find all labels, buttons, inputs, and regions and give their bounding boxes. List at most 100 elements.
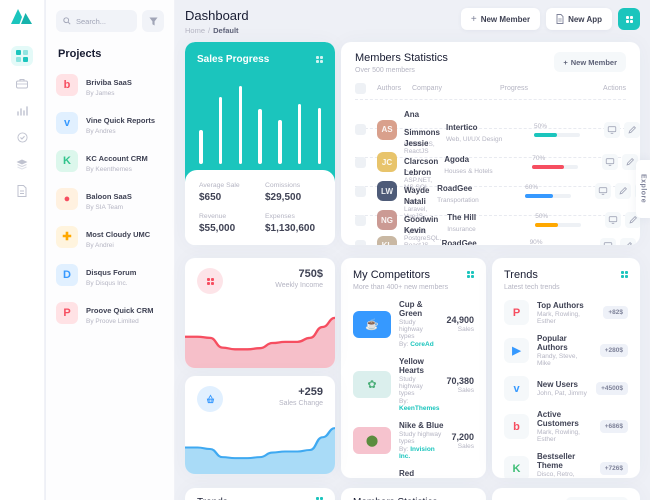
view-button[interactable] [599, 237, 616, 245]
app-logo[interactable] [10, 8, 34, 30]
bottom-right-button[interactable] [566, 497, 628, 500]
rail-item-layers[interactable] [11, 154, 33, 174]
members-title: Members Statistics [355, 52, 448, 64]
competitor-item[interactable]: ⬤ Nike & Blue Study highway types By: Invis… [353, 421, 474, 460]
project-icon: D [56, 263, 78, 286]
trend-name: New Users [537, 380, 578, 389]
project-name: Briviba SaaS [86, 78, 132, 87]
competitor-sales-unit: Sales [457, 442, 474, 450]
project-author: By Andres [86, 128, 116, 135]
avatar: AS [377, 119, 397, 140]
new-member-button[interactable]: + New Member [460, 8, 541, 30]
basket-icon [197, 386, 223, 412]
monitor-icon [603, 241, 612, 245]
project-item[interactable]: D Disqus Forum By Disqus Inc. [56, 262, 164, 287]
trend-sub: Randy, Steve, Mike [537, 353, 578, 367]
breadcrumb-separator: / [208, 26, 211, 35]
project-item[interactable]: v Vine Quick Reports By Andres [56, 110, 164, 135]
competitor-name: Nike & Blue [399, 421, 444, 430]
competitor-name: Yellow Hearts [399, 357, 424, 375]
trend-badge: +280$ [599, 344, 628, 357]
project-name: Most Cloudy UMC [86, 230, 151, 239]
row-checkbox[interactable] [355, 185, 366, 197]
competitors-subtitle: More than 400+ new members [353, 284, 449, 291]
row-checkbox[interactable] [355, 240, 366, 245]
competitor-by-link[interactable]: Invision Inc. [399, 446, 435, 460]
project-author: By Disqus Inc. [86, 280, 128, 287]
pencil-icon [628, 125, 637, 134]
row-actions [594, 237, 640, 245]
row-checkbox[interactable] [355, 156, 366, 168]
project-item[interactable]: K KC Account CRM By Keenthemes [56, 148, 164, 173]
members-new-member-button[interactable]: + New Member [554, 52, 626, 72]
competitor-by-link[interactable]: KeenThemes [399, 405, 440, 412]
member-name[interactable]: Lebron Wayde [404, 168, 432, 195]
quick-panel-button[interactable] [618, 8, 640, 30]
row-actions [589, 183, 640, 199]
member-row: JC Jessie Clarcson C#, ASP.NET, MS SQL Agod… [355, 128, 639, 191]
members-subtitle: Over 500 members [355, 67, 415, 74]
rail-item-bar-chart[interactable] [11, 100, 33, 120]
member-company[interactable]: The Hill [447, 213, 477, 222]
rail-item-briefcase[interactable] [11, 73, 33, 93]
competitor-by-link[interactable]: CoreAd [410, 341, 434, 348]
member-company[interactable]: Agoda [444, 155, 470, 164]
view-button[interactable] [605, 212, 622, 228]
member-company[interactable]: RoadGee [437, 184, 473, 193]
select-all-checkbox[interactable] [355, 83, 366, 94]
bar [278, 119, 282, 164]
edit-button[interactable] [622, 154, 639, 170]
more-icon[interactable] [621, 271, 628, 278]
trend-item[interactable]: v New Users John, Pat, Jimmy +4500$ [504, 376, 628, 401]
project-item[interactable]: ✚ Most Cloudy UMC By Andrei [56, 224, 164, 249]
sales-bar-chart [199, 86, 321, 164]
edit-button[interactable] [615, 183, 632, 199]
more-icon[interactable] [316, 56, 323, 63]
trend-item[interactable]: b Active Customers Mark, Rowling, Esther +6… [504, 410, 628, 443]
filter-button[interactable] [142, 10, 164, 32]
breadcrumb-current[interactable]: Default [213, 26, 239, 35]
rail-item-shield-check[interactable] [11, 127, 33, 147]
member-skills: HTML, JS, ReactJS [404, 141, 435, 155]
member-name[interactable]: Kevin Leonard [404, 226, 436, 245]
more-icon[interactable] [467, 271, 474, 278]
trend-item[interactable]: P Top Authors Mark, Rowling, Esther +82$ [504, 300, 628, 325]
view-button[interactable] [604, 121, 620, 138]
view-button[interactable] [595, 183, 612, 199]
monitor-icon [609, 216, 618, 224]
view-button[interactable] [602, 154, 619, 170]
competitor-item[interactable]: ✿ Yellow Hearts Study highway types By: Kee… [353, 357, 474, 412]
plus-icon: + [563, 57, 568, 67]
edit-button[interactable] [619, 237, 636, 245]
member-name[interactable]: Jessie Clarcson [404, 139, 439, 166]
rail-item-dashboard[interactable] [11, 46, 33, 66]
project-item[interactable]: ● Baloon SaaS By SIA Team [56, 186, 164, 211]
member-company[interactable]: RoadGee [441, 238, 477, 246]
competitor-item[interactable]: ☕ Cup & Green Study highway types By: CoreA… [353, 300, 474, 348]
more-icon[interactable] [316, 497, 323, 500]
row-checkbox[interactable] [355, 124, 366, 135]
competitor-thumbnail: ✿ [353, 371, 391, 398]
breadcrumb-home[interactable]: Home [185, 26, 206, 35]
row-checkbox[interactable] [355, 214, 366, 226]
apps-grid-icon [625, 15, 633, 23]
search-input[interactable]: Search... [56, 10, 137, 32]
member-name[interactable]: Natali Goodwin [404, 197, 439, 224]
project-name: Proove Quick CRM [86, 306, 154, 315]
project-icon: v [56, 111, 78, 134]
project-item[interactable]: b Briviba SaaS By James [56, 72, 164, 97]
bottom-middle-title: Members Statistics [353, 497, 474, 500]
competitor-name: Cup & Green [399, 300, 423, 318]
edit-button[interactable] [624, 121, 640, 138]
document-icon [17, 185, 27, 197]
member-name[interactable]: Ana Simmons [404, 110, 441, 137]
new-app-button[interactable]: New App [546, 8, 612, 30]
member-company[interactable]: Intertico [446, 122, 478, 132]
trend-item[interactable]: ▶ Popular Authors Randy, Steve, Mike +280$ [504, 334, 628, 367]
rail-item-document[interactable] [11, 181, 33, 201]
project-item[interactable]: P Proove Quick CRM By Proove Limited [56, 300, 164, 325]
bar [218, 96, 223, 164]
explore-tab[interactable]: Explore [636, 160, 650, 218]
